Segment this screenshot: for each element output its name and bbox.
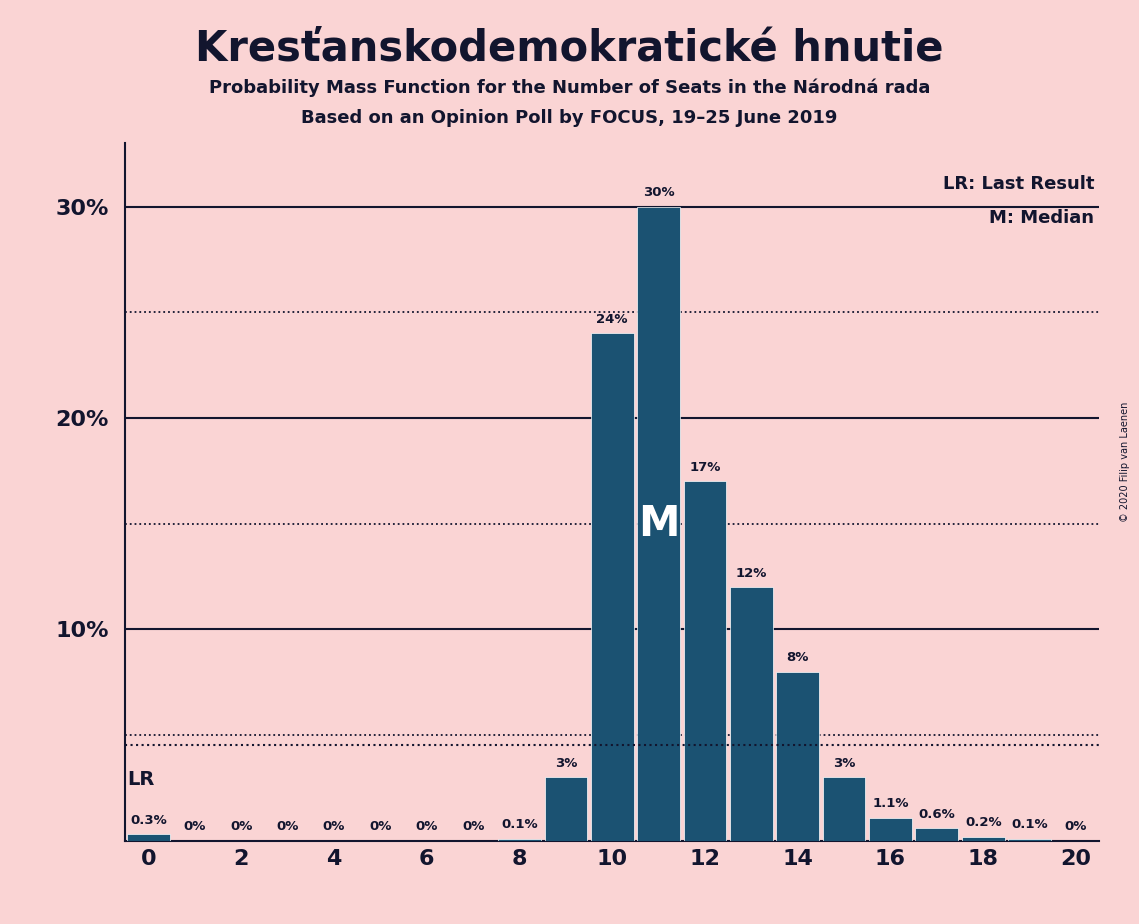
Text: 0%: 0% bbox=[322, 821, 345, 833]
Bar bbox=[637, 207, 680, 841]
Text: Probability Mass Function for the Number of Seats in the Národná rada: Probability Mass Function for the Number… bbox=[208, 79, 931, 97]
Bar bbox=[916, 828, 958, 841]
Text: M: Median: M: Median bbox=[990, 210, 1095, 227]
Text: 0%: 0% bbox=[462, 821, 484, 833]
Text: LR: LR bbox=[128, 770, 155, 789]
Text: 0.1%: 0.1% bbox=[1011, 819, 1048, 832]
Bar bbox=[128, 834, 170, 841]
Bar bbox=[822, 777, 866, 841]
Bar bbox=[777, 672, 819, 841]
Text: 0%: 0% bbox=[369, 821, 392, 833]
Text: 17%: 17% bbox=[689, 461, 721, 474]
Text: 0.6%: 0.6% bbox=[918, 808, 956, 821]
Bar bbox=[961, 836, 1005, 841]
Bar bbox=[544, 777, 588, 841]
Text: 0%: 0% bbox=[1065, 821, 1087, 833]
Bar bbox=[683, 481, 727, 841]
Text: 8%: 8% bbox=[787, 651, 809, 664]
Text: 0.2%: 0.2% bbox=[965, 816, 1001, 829]
Text: LR: Last Result: LR: Last Result bbox=[943, 175, 1095, 192]
Text: 3%: 3% bbox=[833, 757, 855, 770]
Text: 0.3%: 0.3% bbox=[130, 814, 166, 827]
Text: Based on an Opinion Poll by FOCUS, 19–25 June 2019: Based on an Opinion Poll by FOCUS, 19–25… bbox=[302, 109, 837, 127]
Bar bbox=[869, 818, 912, 841]
Text: 3%: 3% bbox=[555, 757, 577, 770]
Text: 0.1%: 0.1% bbox=[501, 819, 538, 832]
Bar bbox=[730, 587, 772, 841]
Text: 24%: 24% bbox=[597, 313, 628, 326]
Bar bbox=[1008, 839, 1051, 841]
Text: 30%: 30% bbox=[642, 187, 674, 200]
Text: M: M bbox=[638, 503, 679, 545]
Text: 0%: 0% bbox=[277, 821, 298, 833]
Text: © 2020 Filip van Laenen: © 2020 Filip van Laenen bbox=[1121, 402, 1130, 522]
Bar bbox=[591, 334, 633, 841]
Text: 0%: 0% bbox=[416, 821, 437, 833]
Text: Kresťanskodemokratické hnutie: Kresťanskodemokratické hnutie bbox=[195, 28, 944, 69]
Text: 1.1%: 1.1% bbox=[872, 797, 909, 810]
Bar bbox=[498, 839, 541, 841]
Text: 12%: 12% bbox=[736, 566, 767, 579]
Text: 0%: 0% bbox=[183, 821, 206, 833]
Text: 0%: 0% bbox=[230, 821, 253, 833]
